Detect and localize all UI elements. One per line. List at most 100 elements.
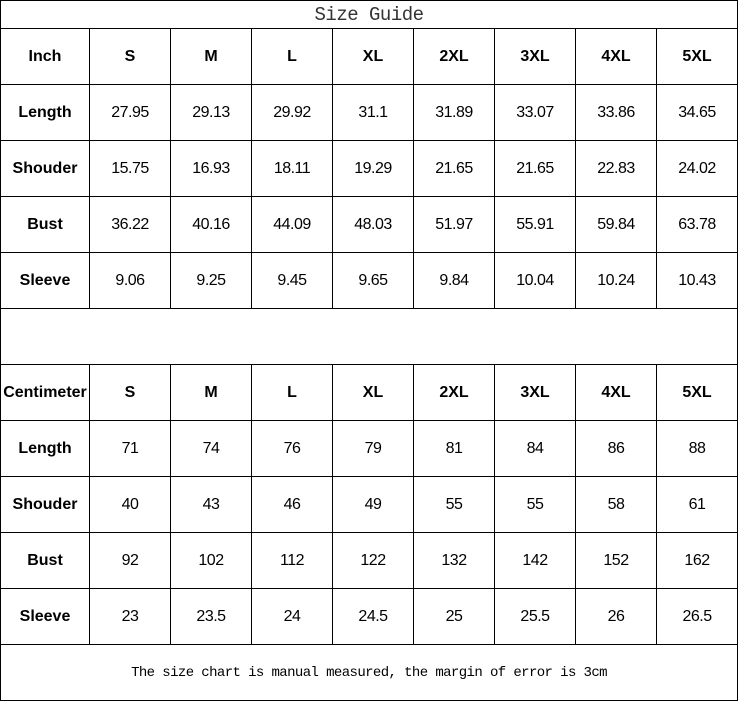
measurement-cell: 74 xyxy=(170,420,252,477)
measurement-cell: 132 xyxy=(413,532,495,589)
measurement-cell: 88 xyxy=(655,420,738,477)
measurement-cell: 9.65 xyxy=(332,252,414,309)
header-row: Centimeter S M L XL 2XL 3XL 4XL 5XL xyxy=(0,364,738,421)
measurement-cell: 81 xyxy=(413,420,495,477)
header-row: Inch S M L XL 2XL 3XL 4XL 5XL xyxy=(0,28,738,85)
measurement-cell: 55 xyxy=(494,476,576,533)
measurement-cell: 40 xyxy=(89,476,171,533)
row-label: Sleeve xyxy=(0,588,90,645)
table-row: Bust 92 102 112 122 132 142 152 162 xyxy=(0,532,738,589)
size-guide-title: Size Guide xyxy=(0,0,738,29)
size-header-2xl: 2XL xyxy=(413,28,495,85)
measurement-cell: 40.16 xyxy=(170,196,252,253)
measurement-cell: 49 xyxy=(332,476,414,533)
measurement-cell: 9.45 xyxy=(251,252,333,309)
size-header-5xl: 5XL xyxy=(655,364,738,421)
measurement-cell: 43 xyxy=(170,476,252,533)
measurement-cell: 84 xyxy=(494,420,576,477)
measurement-cell: 122 xyxy=(332,532,414,589)
measurement-cell: 102 xyxy=(170,532,252,589)
measurement-cell: 46 xyxy=(251,476,333,533)
measurement-cell: 22.83 xyxy=(575,140,657,197)
measurement-cell: 25 xyxy=(413,588,495,645)
size-header-xl: XL xyxy=(332,364,414,421)
measurement-cell: 55.91 xyxy=(494,196,576,253)
size-header-l: L xyxy=(251,364,333,421)
measurement-cell: 48.03 xyxy=(332,196,414,253)
measurement-cell: 31.1 xyxy=(332,84,414,141)
measurement-cell: 152 xyxy=(575,532,657,589)
measurement-cell: 24 xyxy=(251,588,333,645)
table-row: Length 71 74 76 79 81 84 86 88 xyxy=(0,420,738,477)
size-header-5xl: 5XL xyxy=(655,28,738,85)
measurement-cell: 33.07 xyxy=(494,84,576,141)
measurement-cell: 23.5 xyxy=(170,588,252,645)
measurement-cell: 23 xyxy=(89,588,171,645)
measurement-cell: 55 xyxy=(413,476,495,533)
size-header-l: L xyxy=(251,28,333,85)
size-header-m: M xyxy=(170,364,252,421)
measurement-cell: 9.25 xyxy=(170,252,252,309)
measurement-cell: 31.89 xyxy=(413,84,495,141)
measurement-cell: 10.43 xyxy=(655,252,738,309)
measurement-cell: 27.95 xyxy=(89,84,171,141)
measurement-cell: 59.84 xyxy=(575,196,657,253)
measurement-cell: 58 xyxy=(575,476,657,533)
table-row: Sleeve 23 23.5 24 24.5 25 25.5 26 26.5 xyxy=(0,588,738,645)
measurement-cell: 25.5 xyxy=(494,588,576,645)
measurement-cell: 61 xyxy=(655,476,738,533)
spacer-cell xyxy=(0,308,738,365)
measurement-cell: 33.86 xyxy=(575,84,657,141)
measurement-cell: 142 xyxy=(494,532,576,589)
measurement-cell: 9.06 xyxy=(89,252,171,309)
measurement-cell: 76 xyxy=(251,420,333,477)
measurement-cell: 71 xyxy=(89,420,171,477)
size-header-4xl: 4XL xyxy=(575,28,657,85)
measurement-cell: 112 xyxy=(251,532,333,589)
table-row: Length 27.95 29.13 29.92 31.1 31.89 33.07 33.86… xyxy=(0,84,738,141)
row-label: Sleeve xyxy=(0,252,90,309)
measurement-cell: 21.65 xyxy=(494,140,576,197)
measurement-cell: 10.04 xyxy=(494,252,576,309)
measurement-cell: 51.97 xyxy=(413,196,495,253)
row-label: Bust xyxy=(0,532,90,589)
row-label: Shouder xyxy=(0,476,90,533)
measurement-cell: 162 xyxy=(655,532,738,589)
measurement-cell: 15.75 xyxy=(89,140,171,197)
size-header-s: S xyxy=(89,364,171,421)
measurement-cell: 92 xyxy=(89,532,171,589)
unit-header: Inch xyxy=(0,28,90,85)
footer-note: The size chart is manual measured, the m… xyxy=(0,644,738,701)
measurement-cell: 36.22 xyxy=(89,196,171,253)
size-header-xl: XL xyxy=(332,28,414,85)
row-label: Length xyxy=(0,84,90,141)
row-label: Length xyxy=(0,420,90,477)
measurement-cell: 18.11 xyxy=(251,140,333,197)
size-header-3xl: 3XL xyxy=(494,28,576,85)
size-header-2xl: 2XL xyxy=(413,364,495,421)
measurement-cell: 29.92 xyxy=(251,84,333,141)
measurement-cell: 44.09 xyxy=(251,196,333,253)
table-row: Shouder 40 43 46 49 55 55 58 61 xyxy=(0,476,738,533)
measurement-cell: 21.65 xyxy=(413,140,495,197)
footer-row: The size chart is manual measured, the m… xyxy=(0,644,738,701)
table-row: Bust 36.22 40.16 44.09 48.03 51.97 55.91 59.84 6… xyxy=(0,196,738,253)
measurement-cell: 24.02 xyxy=(655,140,738,197)
table-row: Sleeve 9.06 9.25 9.45 9.65 9.84 10.04 10.24 10.4… xyxy=(0,252,738,309)
size-header-3xl: 3XL xyxy=(494,364,576,421)
size-header-4xl: 4XL xyxy=(575,364,657,421)
measurement-cell: 26.5 xyxy=(655,588,738,645)
size-header-m: M xyxy=(170,28,252,85)
measurement-cell: 26 xyxy=(575,588,657,645)
row-label: Bust xyxy=(0,196,90,253)
table-row: Shouder 15.75 16.93 18.11 19.29 21.65 21.65 22.… xyxy=(0,140,738,197)
measurement-cell: 19.29 xyxy=(332,140,414,197)
measurement-cell: 16.93 xyxy=(170,140,252,197)
measurement-cell: 79 xyxy=(332,420,414,477)
measurement-cell: 10.24 xyxy=(575,252,657,309)
measurement-cell: 34.65 xyxy=(655,84,738,141)
spacer-row xyxy=(0,308,738,365)
measurement-cell: 63.78 xyxy=(655,196,738,253)
measurement-cell: 86 xyxy=(575,420,657,477)
